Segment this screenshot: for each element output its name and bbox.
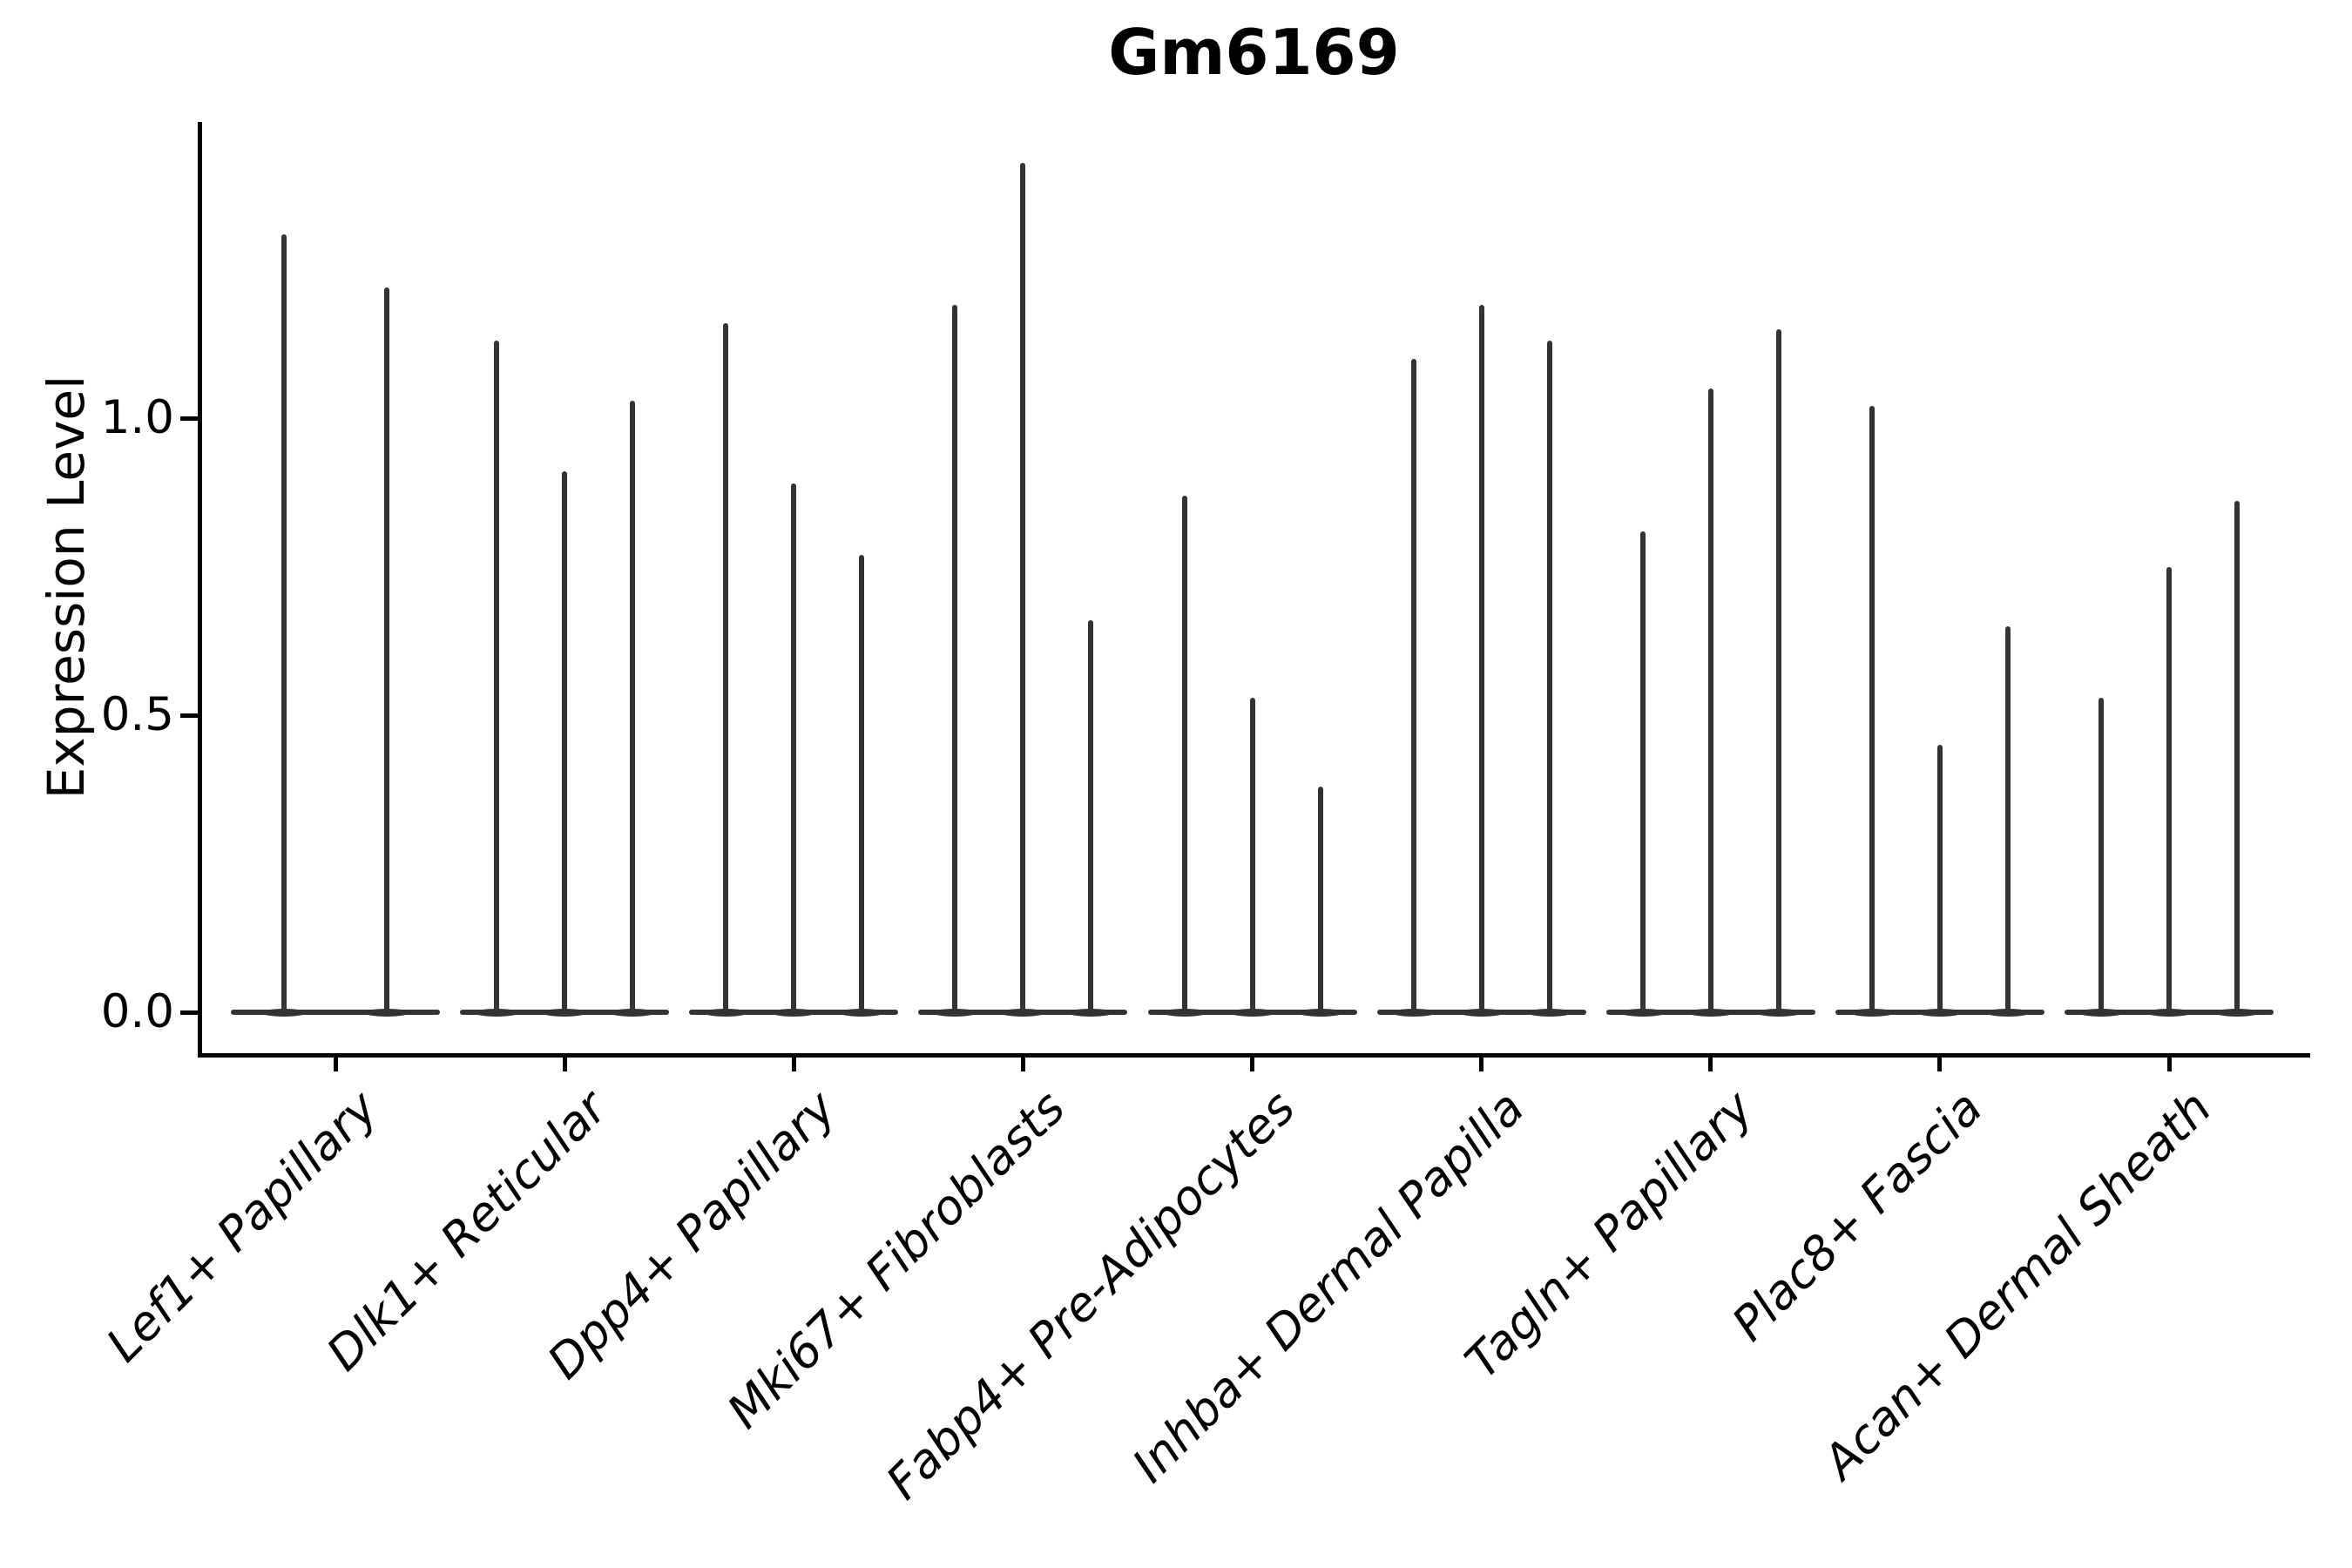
violin-base-bump: [1916, 1008, 1963, 1017]
violin-base-bump: [1848, 1008, 1895, 1017]
violin: [2099, 697, 2104, 1012]
x-tick-mark: [791, 1058, 796, 1071]
violin: [562, 471, 568, 1012]
violin: [952, 305, 958, 1012]
violin-base-bump: [542, 1008, 588, 1017]
chart-title: Gm6169: [1108, 16, 1400, 89]
violin: [1707, 388, 1713, 1012]
violin-base-bump: [1297, 1008, 1343, 1017]
y-axis-spine: [198, 122, 202, 1058]
x-tick-label: Fabp4+ Pre-Adipocytes: [875, 1080, 1306, 1511]
x-tick-label: Dlk1+ Reticular: [316, 1080, 618, 1382]
violin-base-bump: [1068, 1008, 1114, 1017]
violin: [723, 322, 729, 1012]
violin-base-bump: [610, 1008, 656, 1017]
x-tick-mark: [1708, 1058, 1713, 1071]
violin: [494, 341, 500, 1012]
y-tick-label: 1.0: [100, 391, 174, 444]
violin-base-bump: [2214, 1008, 2260, 1017]
violin: [384, 287, 389, 1012]
violin-base-bump: [1755, 1008, 1801, 1017]
violin: [630, 400, 636, 1012]
y-tick-label: 0.5: [100, 688, 174, 741]
violin: [2234, 501, 2240, 1012]
violin-base-bump: [1000, 1008, 1046, 1017]
x-tick-mark: [1250, 1058, 1254, 1071]
violin: [1639, 531, 1646, 1012]
x-tick-label: Dpp4+ Papillary: [537, 1080, 847, 1390]
y-tick-label: 0.0: [100, 985, 174, 1038]
violin-base-bump: [364, 1008, 409, 1017]
x-tick-mark: [333, 1058, 338, 1071]
violin-base-bump: [1458, 1008, 1504, 1017]
violin-base-bump: [771, 1008, 817, 1017]
violin-base-bump: [474, 1008, 520, 1017]
violin: [1775, 328, 1781, 1012]
x-tick-label: Mki67+ Fibroblasts: [717, 1080, 1076, 1439]
violin: [2004, 625, 2011, 1012]
violin: [1546, 341, 1552, 1012]
violin: [791, 483, 797, 1012]
y-tick-mark: [180, 416, 198, 421]
x-tick-mark: [1937, 1058, 1943, 1071]
x-tick-label: Acan+ Dermal Sheath: [1812, 1080, 2222, 1490]
violin-base-bump: [1161, 1008, 1207, 1017]
x-tick-mark: [1020, 1058, 1025, 1071]
violin: [1869, 406, 1875, 1012]
violin-base-bump: [703, 1008, 749, 1017]
y-tick-mark: [180, 713, 198, 718]
violin-base-bump: [1984, 1008, 2031, 1017]
x-tick-label: Inhba+ Dermal Papilla: [1121, 1080, 1535, 1493]
violin: [1020, 162, 1026, 1012]
y-tick-mark: [180, 1010, 198, 1015]
violin-base-bump: [1619, 1008, 1666, 1017]
x-tick-mark: [2166, 1058, 2172, 1071]
x-tick-mark: [562, 1058, 567, 1071]
violin: [1410, 358, 1416, 1012]
violin: [1478, 305, 1484, 1012]
violin-base-bump: [932, 1008, 978, 1017]
violin: [2166, 566, 2172, 1012]
violin: [1181, 495, 1187, 1012]
violin: [281, 233, 287, 1012]
x-tick-label: Tagln+ Papillary: [1454, 1080, 1764, 1389]
violin: [1317, 786, 1323, 1012]
x-axis-spine: [198, 1053, 2310, 1058]
violin-base: [231, 1010, 440, 1015]
violin: [859, 554, 865, 1012]
violin-base-bump: [839, 1008, 885, 1017]
violin-base-bump: [1229, 1008, 1275, 1017]
violin: [1249, 697, 1255, 1012]
violin-base-bump: [1687, 1008, 1734, 1017]
violin-base-bump: [1526, 1008, 1572, 1017]
violin: [1088, 619, 1094, 1012]
violin: [1936, 745, 1943, 1012]
violin-base-bump: [2078, 1008, 2124, 1017]
violin-base-bump: [1390, 1008, 1436, 1017]
x-tick-mark: [1479, 1058, 1484, 1071]
x-tick-label: Plac8+ Fascia: [1721, 1080, 1993, 1352]
violin-base-bump: [261, 1008, 307, 1017]
violin-base-bump: [2146, 1008, 2192, 1017]
